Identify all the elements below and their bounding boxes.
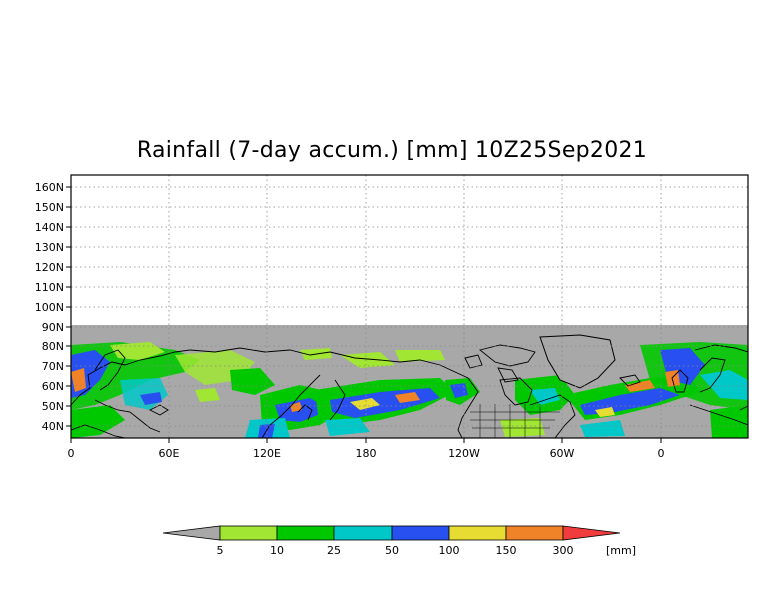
legend-labels: 5 10 25 50 100 150 300 [mm] <box>217 544 637 557</box>
legend-label: 50 <box>385 544 399 557</box>
lat-label: 80N <box>42 340 64 353</box>
map-title: Rainfall (7-day accum.) [mm] 10Z25Sep202… <box>136 138 648 163</box>
lon-label: 120E <box>253 447 281 460</box>
legend-label: 25 <box>327 544 341 557</box>
lat-label: 60N <box>42 380 64 393</box>
legend-label: 100 <box>439 544 460 557</box>
lat-label: 40N <box>42 420 64 433</box>
legend-swatch <box>505 525 564 541</box>
color-legend: 5 10 25 50 100 150 300 [mm] <box>162 525 637 557</box>
lon-label: 60E <box>159 447 180 460</box>
lon-label: 180 <box>356 447 377 460</box>
legend-swatch <box>276 525 335 541</box>
legend-arrow-low <box>162 525 221 541</box>
graticule <box>71 175 748 438</box>
longitude-labels: 0 60E 120E 180 120W 60W 0 <box>68 447 665 460</box>
lat-label: 150N <box>35 201 64 214</box>
lat-label: 140N <box>35 221 64 234</box>
lat-label: 100N <box>35 301 64 314</box>
legend-swatch <box>448 525 507 541</box>
legend-unit: [mm] <box>606 544 636 557</box>
legend-arrow-high <box>562 525 621 541</box>
lon-label: 120W <box>448 447 480 460</box>
greenland-outline <box>539 334 616 389</box>
lat-label: 90N <box>42 321 64 334</box>
legend-label: 10 <box>270 544 284 557</box>
legend-label: 300 <box>553 544 574 557</box>
legend-label: 150 <box>496 544 517 557</box>
legend-label: 5 <box>217 544 224 557</box>
lon-label: 0 <box>658 447 665 460</box>
latitude-labels: 160N 150N 140N 130N 120N 110N 100N 90N 8… <box>35 181 64 433</box>
legend-swatch <box>219 525 278 541</box>
legend-swatch <box>333 525 393 541</box>
legend-swatch <box>391 525 450 541</box>
map-plot-area: 160N 150N 140N 130N 120N 110N 100N 90N 8… <box>35 174 749 460</box>
lon-label: 0 <box>68 447 75 460</box>
lon-label: 60W <box>550 447 575 460</box>
lat-label: 120N <box>35 261 64 274</box>
lat-label: 160N <box>35 181 64 194</box>
us-state-borders <box>470 404 560 438</box>
lat-label: 110N <box>35 281 64 294</box>
lat-label: 70N <box>42 360 64 373</box>
coastlines <box>71 344 748 438</box>
axis-ticks <box>66 186 662 443</box>
lat-label: 50N <box>42 400 64 413</box>
lat-label: 130N <box>35 241 64 254</box>
